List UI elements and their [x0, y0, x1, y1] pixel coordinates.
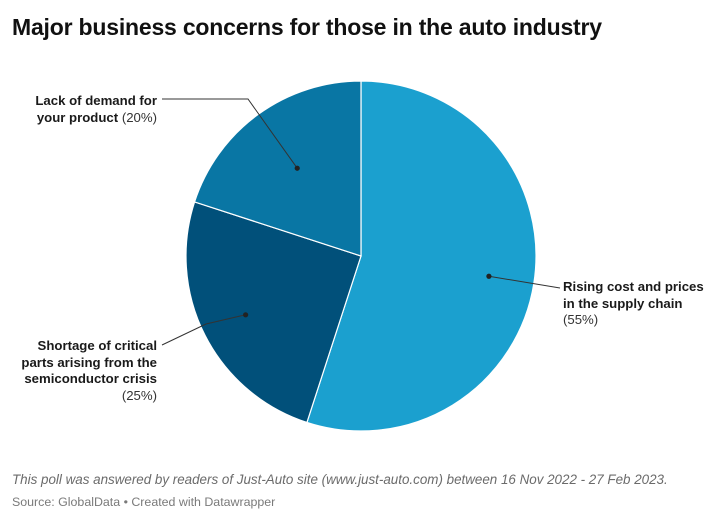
slice-label-rising-cost: Rising cost and prices in the supply cha…: [563, 279, 704, 329]
leader-lines: [161, 98, 561, 346]
slice-name-line: parts arising from the: [21, 354, 157, 370]
slice-value-label: (25%): [121, 387, 157, 403]
slice-shortage: [185, 201, 362, 424]
slice-name-line: in the supply chain: [563, 295, 683, 311]
footnote: This poll was answered by readers of Jus…: [12, 472, 668, 487]
source-credit: Source: GlobalData • Created with Datawr…: [12, 495, 276, 509]
leader-dot: [294, 165, 300, 171]
slice-name-line: Rising cost and prices: [563, 279, 704, 294]
leader-dot: [243, 312, 249, 318]
pie-slices: [185, 80, 537, 432]
slice-label-shortage: Shortage of critical parts arising from …: [10, 338, 157, 404]
slice-label-lack-of-demand: Lack of demand for your product (20%): [10, 93, 157, 126]
slice-name-line: Lack of demand for: [35, 93, 157, 108]
leader-line: [162, 98, 298, 169]
slice-name-line-with-value: your product (20%): [10, 110, 157, 127]
slice-value-label: (20%): [121, 109, 157, 125]
leader-dot: [486, 273, 492, 279]
slice-lack-of-demand: [193, 80, 362, 257]
slice-name-line: your product: [36, 109, 119, 125]
slice-value-label: (55%): [563, 312, 599, 327]
leader-line: [488, 275, 561, 289]
slice-name-line: semiconductor crisis: [24, 371, 157, 386]
leader-line: [161, 314, 246, 346]
slice-name-line: Shortage of critical: [37, 338, 157, 353]
chart-title: Major business concerns for those in the…: [12, 14, 602, 40]
